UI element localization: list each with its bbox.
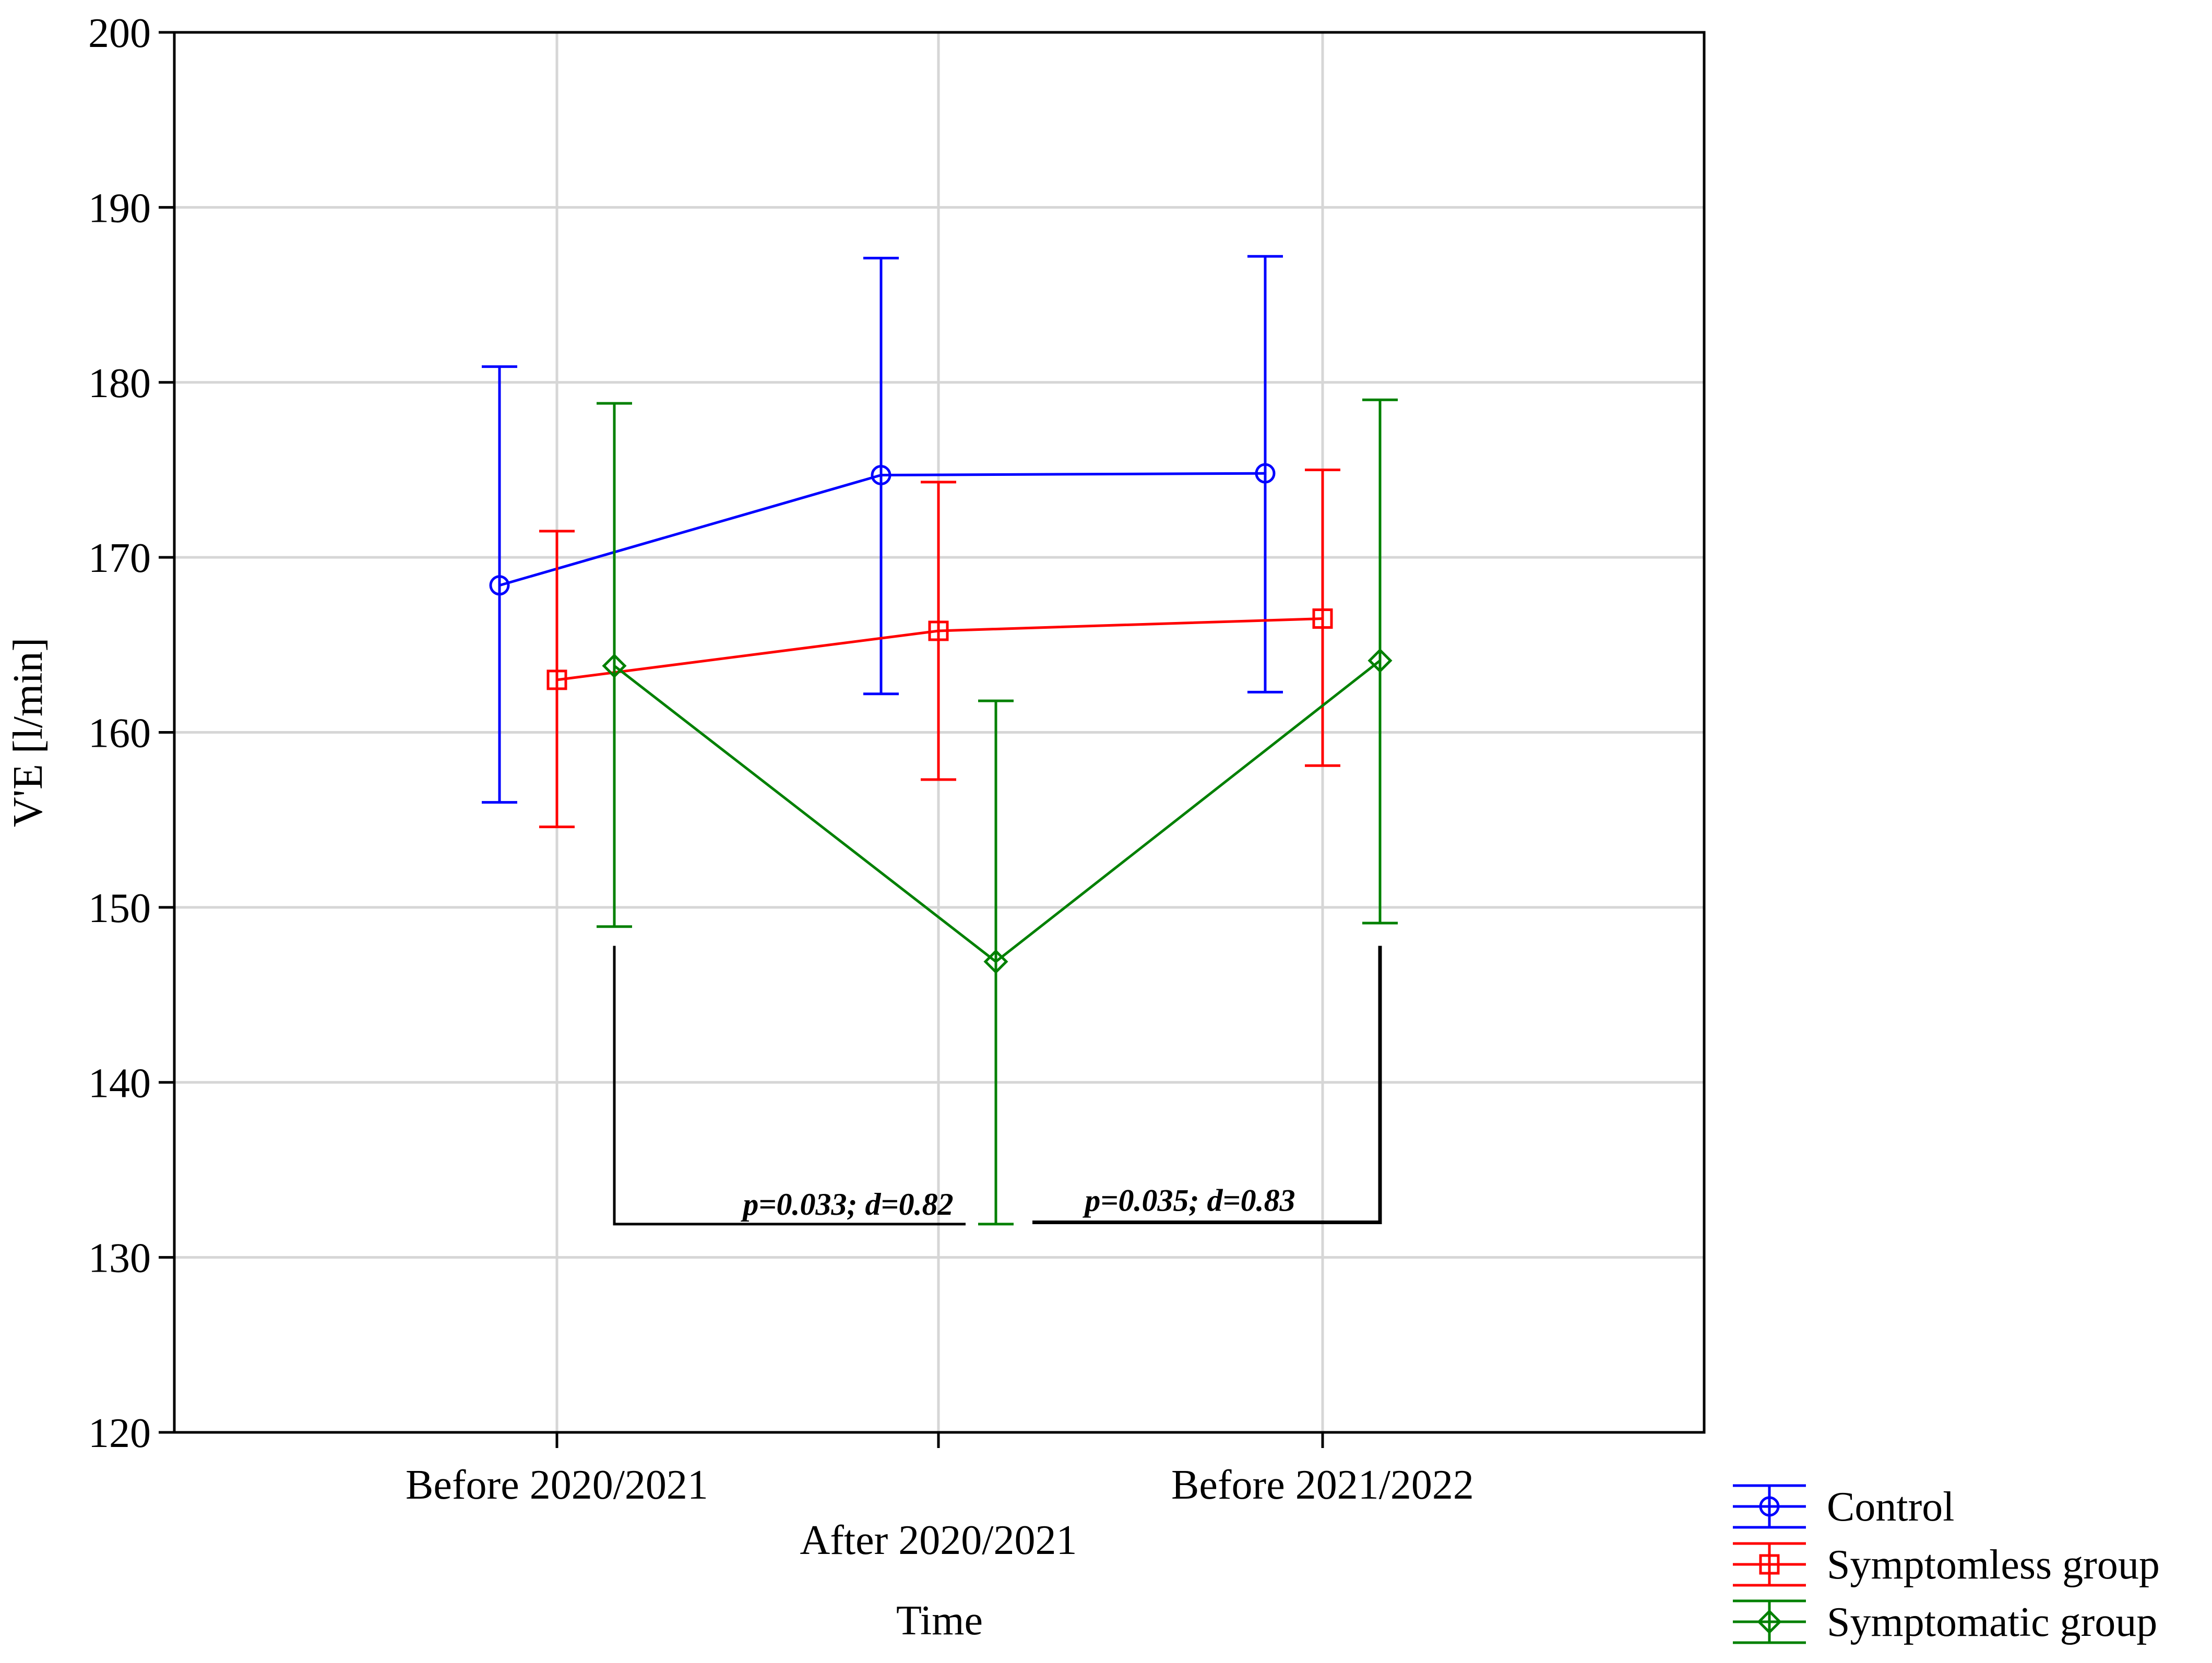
y-tick-label: 200 xyxy=(88,10,151,56)
y-axis-label: V'E [l/min] xyxy=(5,638,51,827)
x-tick-label: Before 2021/2022 xyxy=(1171,1462,1474,1508)
y-tick-label: 130 xyxy=(88,1236,151,1282)
y-tick-label: 150 xyxy=(88,886,151,931)
legend-item: Symptomless group xyxy=(1733,1542,2160,1588)
diamond-marker xyxy=(983,949,1008,974)
legend-item: Control xyxy=(1733,1484,1954,1530)
legend-layer: Control Symptomless group Symptomatic grou… xyxy=(1733,1484,2160,1645)
series-layer xyxy=(482,255,1398,1226)
diamond-marker xyxy=(1367,648,1393,673)
x-tick-label: Before 2020/2021 xyxy=(406,1462,708,1508)
y-tick-label: 140 xyxy=(88,1060,151,1106)
legend-label: Symptomless group xyxy=(1827,1542,2160,1588)
legend-label: Control xyxy=(1827,1484,1954,1530)
x-axis-label: Time xyxy=(896,1598,983,1644)
circle-marker xyxy=(489,575,510,596)
circle-marker xyxy=(1759,1496,1780,1517)
significance-bracket xyxy=(1032,946,1382,1225)
axis-layer: 120 130 140 150 160 170 180 190 200 Before 2020/2… xyxy=(88,10,1706,1563)
y-tick-label: 190 xyxy=(88,185,151,231)
y-tick-label: 180 xyxy=(88,361,151,406)
series-group xyxy=(539,468,1340,829)
circle-marker xyxy=(1255,463,1276,484)
y-tick-label: 120 xyxy=(88,1410,151,1456)
significance-label: p=0.033; d=0.82 xyxy=(740,1187,953,1222)
y-tick-label: 170 xyxy=(88,535,151,581)
diamond-marker xyxy=(1757,1609,1782,1634)
legend-label: Symptomatic group xyxy=(1827,1599,2157,1645)
series-group xyxy=(482,255,1283,804)
legend-item: Symptomatic group xyxy=(1733,1599,2157,1645)
square-marker xyxy=(928,620,949,641)
y-tick-label: 160 xyxy=(88,711,151,757)
annotation-layer: p=0.033; d=0.82 p=0.035; d=0.83 xyxy=(613,946,1382,1226)
square-marker xyxy=(546,669,567,690)
series-group xyxy=(597,398,1398,1226)
circle-marker xyxy=(871,464,891,485)
x-tick-label: After 2020/2021 xyxy=(800,1517,1077,1563)
significance-bracket xyxy=(613,946,966,1226)
diamond-marker xyxy=(602,653,627,678)
square-marker xyxy=(1759,1554,1780,1575)
significance-label: p=0.035; d=0.83 xyxy=(1082,1183,1295,1218)
square-marker xyxy=(1312,608,1333,629)
